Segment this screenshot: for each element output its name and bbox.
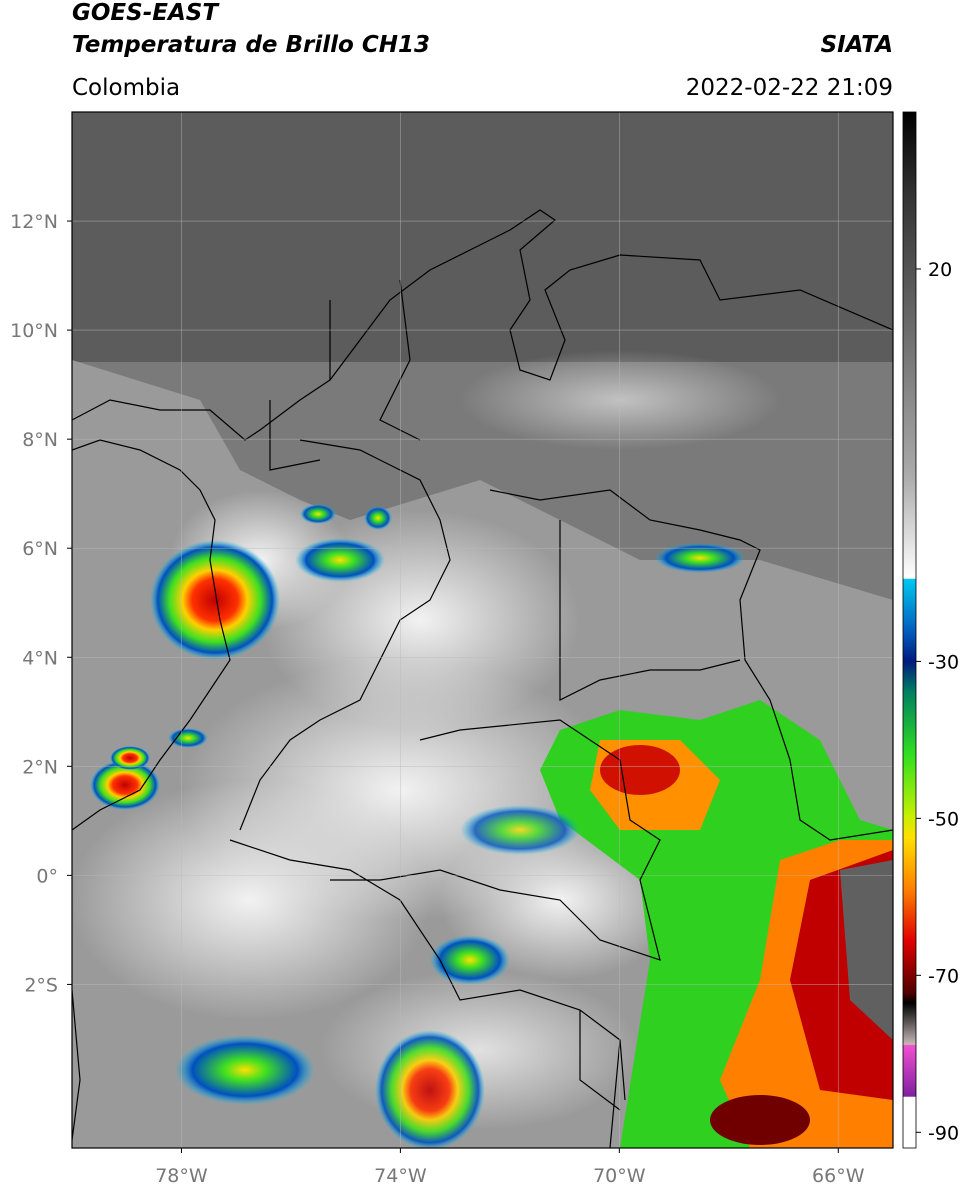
lat-tick-label: 0° (36, 865, 58, 887)
lat-tick-label: 2°N (22, 756, 58, 778)
colorbar-tick-label: -30 (928, 651, 959, 673)
lat-tick-label: 12°N (10, 211, 58, 233)
colorbar-tick-label: 20 (928, 259, 952, 281)
lat-tick-label: 6°N (22, 538, 58, 560)
source: SIATA (821, 32, 893, 58)
subtitle: Temperatura de Brillo CH13 (72, 32, 430, 58)
datetime: 2022-02-22 21:09 (686, 75, 893, 101)
region: Colombia (72, 75, 180, 101)
colorbar (902, 111, 917, 1149)
lat-tick-label: 10°N (10, 320, 58, 342)
lon-tick-label: 74°W (374, 1165, 427, 1187)
colorbar-tick-label: -90 (928, 1122, 959, 1144)
title: GOES-EAST (72, 0, 220, 26)
colorbar-tick-label: -70 (928, 965, 959, 987)
lat-tick-label: 8°N (22, 429, 58, 451)
lat-tick-label: 2°S (24, 974, 58, 996)
lat-tick-label: 4°N (22, 647, 58, 669)
satellite-image (72, 112, 893, 1148)
lon-tick-label: 66°W (812, 1165, 865, 1187)
grid (72, 112, 893, 1148)
lon-tick-label: 78°W (155, 1165, 208, 1187)
map-frame (71, 111, 894, 1149)
colorbar-tick-label: -50 (928, 808, 959, 830)
lon-tick-label: 70°W (593, 1165, 646, 1187)
